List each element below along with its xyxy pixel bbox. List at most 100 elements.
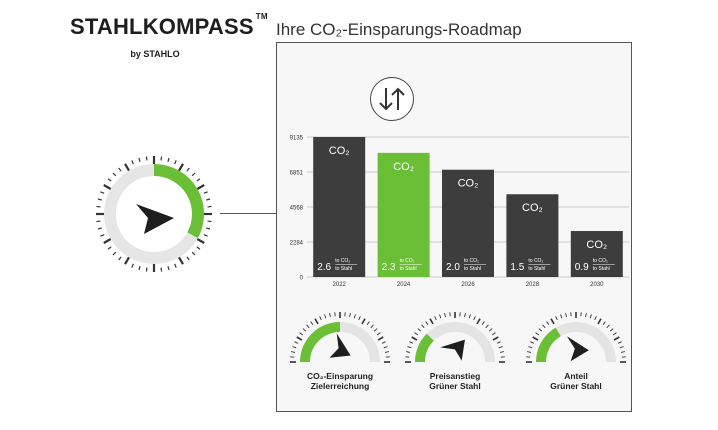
gauge-tick [526, 351, 532, 353]
gauge-tick [290, 351, 296, 353]
gauge-tick [620, 351, 626, 353]
compass-tick [167, 157, 170, 162]
bar-ratio-unit-bottom: to Stahl [400, 266, 417, 272]
compass-tick [145, 156, 148, 161]
y-tick-label: 2284 [290, 240, 304, 246]
x-tick-label: 2030 [590, 282, 604, 288]
gauge-tick [361, 318, 366, 325]
bar [313, 137, 366, 277]
connector-line [220, 213, 276, 214]
bar-ratio-unit-top: to CO₂ [335, 258, 350, 264]
gauge-tick [565, 312, 567, 318]
gauge-tick [377, 336, 384, 341]
bar-co2-label: CO₂ [522, 202, 543, 214]
x-tick-label: 2026 [461, 282, 475, 288]
compass-tick [103, 238, 112, 244]
compass-tick [112, 172, 117, 177]
gauge-tick [292, 346, 297, 349]
compass-tick [96, 205, 101, 208]
gauge-price-increase-icon [405, 312, 505, 363]
compass-tick [112, 251, 117, 256]
compass-tick [178, 163, 184, 172]
gauge-tick [546, 321, 550, 326]
compass-tick [207, 220, 212, 223]
compass-tick [107, 178, 112, 182]
compass-needle-icon [136, 204, 174, 234]
gauge-tick [383, 346, 388, 349]
bar-ratio-unit-bottom: to Stahl [464, 266, 481, 272]
trend-toggle-button[interactable] [370, 77, 414, 121]
gauge-tick [329, 312, 331, 318]
page-title: Ihre CO₂-Einsparungs-Roadmap [276, 20, 522, 39]
gauge-tick [538, 328, 543, 332]
gauge-tick [310, 321, 314, 326]
bar [506, 194, 559, 277]
compass-tick [100, 234, 105, 237]
compass-tick [160, 267, 163, 272]
gauge-tick [589, 314, 592, 319]
gauge-tick [499, 351, 505, 353]
gauge-tick [302, 328, 307, 332]
compass-tick [203, 191, 208, 194]
gauge-tick [421, 324, 425, 329]
compass-tick [97, 227, 102, 230]
bar-ratio-unit-top: to CO₂ [464, 258, 479, 264]
brand-logo: STAHLKOMPASS TM by STAHLO [70, 12, 268, 59]
gauge-tick [481, 321, 485, 326]
bar-co2-label: CO₂ [393, 161, 414, 173]
bar-ratio-unit-bottom: to Stahl [528, 266, 545, 272]
gauge-tick [314, 318, 319, 325]
gauge-tick [434, 316, 437, 321]
gauge-tick [296, 336, 303, 341]
brand-name: STAHLKOMPASS [70, 14, 254, 39]
gauge-co2-savings [285, 306, 395, 376]
gauge-tick [602, 321, 606, 326]
gauge-green-steel-share-icon [526, 312, 626, 363]
bar [442, 169, 494, 277]
gauge-tick [594, 316, 597, 321]
compass-tick [186, 256, 190, 261]
compass-tick [167, 266, 170, 271]
gauge-tick [407, 346, 412, 349]
gauge-tick [535, 332, 540, 336]
compass-tick [206, 198, 211, 201]
gauge-tick [381, 341, 386, 344]
gauge-tick [532, 336, 539, 341]
gauge-tick [473, 316, 476, 321]
compass-tick [196, 246, 201, 250]
compass-tick [138, 157, 141, 162]
bar [377, 152, 430, 277]
gauge-tick [414, 332, 419, 336]
compass-tick [131, 160, 134, 165]
gauge-tick [370, 324, 374, 329]
compass-tick [196, 184, 205, 190]
gauge-price-increase [400, 306, 510, 376]
compass-tick [118, 167, 122, 172]
compass-tick [124, 256, 130, 265]
bar-ratio-value: 2.0 [446, 262, 460, 273]
gauge-label-co2-savings: CO₂-Einsparung Zielerreichung [306, 371, 374, 391]
gauge-tick [324, 314, 327, 319]
gauge-tick [299, 332, 304, 336]
gauge-tick [496, 341, 501, 344]
gauge-tick [417, 328, 422, 332]
gauge-needle-icon [329, 333, 351, 358]
gauge-tick [542, 324, 546, 329]
bar-ratio-value: 2.3 [382, 262, 396, 273]
bar-co2-label: CO₂ [329, 145, 350, 157]
bar [570, 231, 623, 277]
gauge-fill [536, 327, 561, 363]
roadmap-panel: 0 2284 4568 6851 9135 CO₂ 2.6 to CO₂ to Stahl 202… [276, 42, 632, 412]
compass-tick [103, 184, 112, 190]
bar-ratio-unit-bottom: to Stahl [593, 266, 610, 272]
bar-co2-label: CO₂ [586, 239, 607, 251]
gauge-tick [366, 321, 370, 326]
compass-icon [96, 156, 212, 272]
gauge-tick [439, 314, 442, 319]
compass-progress-arc [153, 164, 204, 239]
y-tick-label: 9135 [290, 136, 304, 142]
gauge-tick [411, 336, 418, 341]
gauge-tick [528, 346, 533, 349]
gauge-tick [429, 318, 434, 325]
compass-tick [174, 160, 177, 165]
